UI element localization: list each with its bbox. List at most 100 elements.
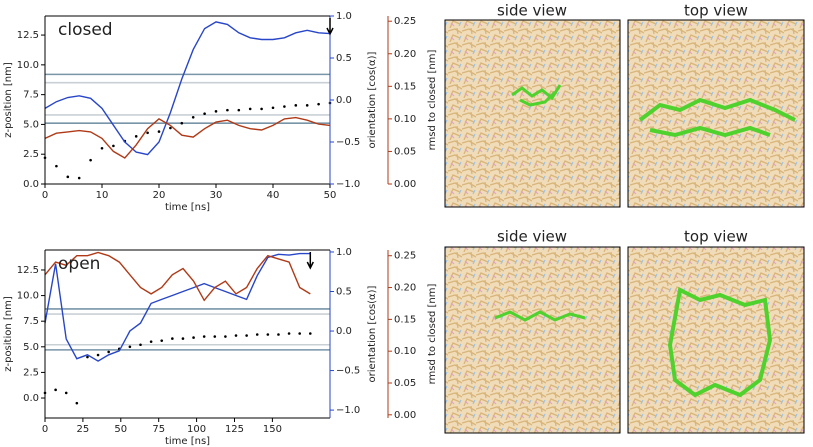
y3-tick-label: 0.00 bbox=[394, 410, 416, 421]
y3-tick-label: 0.05 bbox=[394, 146, 416, 157]
axis-frame bbox=[44, 16, 330, 185]
y2-tick-label: −0.5 bbox=[336, 366, 360, 377]
y3-tick-label: 0.15 bbox=[394, 81, 416, 92]
y2-axis-label: orientation [cos(α)] bbox=[367, 285, 378, 382]
x-tick-label: 40 bbox=[267, 190, 280, 201]
data-point bbox=[192, 336, 195, 339]
y3-tick-label: 0.25 bbox=[394, 16, 416, 27]
y2-tick-label: −0.5 bbox=[336, 137, 360, 148]
data-point bbox=[260, 107, 263, 111]
y3-tick-label: 0.20 bbox=[394, 49, 416, 60]
data-point bbox=[277, 333, 280, 336]
top-view-image bbox=[627, 19, 805, 208]
y-tick-label: 7.5 bbox=[23, 90, 39, 101]
data-point bbox=[96, 353, 100, 357]
data-point bbox=[89, 158, 92, 162]
y-tick-label: 12.5 bbox=[17, 265, 39, 276]
x-axis-label: time [ns] bbox=[165, 202, 210, 213]
data-point bbox=[134, 135, 138, 138]
x-tick-label: 20 bbox=[153, 190, 166, 201]
y3-axis-label: rmsd to closed [nm] bbox=[427, 50, 438, 151]
data-point bbox=[202, 335, 206, 338]
data-point bbox=[157, 130, 161, 133]
y3-axis-label: rmsd to closed [nm] bbox=[427, 284, 438, 385]
chart-title: open bbox=[58, 254, 100, 274]
x-tick-label: 125 bbox=[225, 424, 244, 435]
data-point bbox=[234, 334, 238, 337]
y3-tick-label: 0.25 bbox=[394, 251, 416, 262]
data-point bbox=[128, 345, 132, 349]
chart-title: closed bbox=[58, 20, 113, 40]
side-view-image bbox=[444, 19, 621, 208]
y-tick-label: 0.0 bbox=[23, 179, 39, 190]
y-tick-label: 5.0 bbox=[23, 342, 39, 353]
data-point bbox=[146, 131, 149, 135]
y-axis-label: z-position [nm] bbox=[3, 296, 14, 372]
y2-tick-label: −1.0 bbox=[336, 405, 360, 416]
y-tick-label: 0.0 bbox=[23, 393, 39, 404]
data-point bbox=[171, 337, 174, 340]
data-point bbox=[287, 332, 291, 335]
x-tick-label: 10 bbox=[96, 190, 109, 201]
molecule bbox=[638, 97, 796, 138]
x-tick-label: 150 bbox=[263, 424, 282, 435]
x-tick-label: 25 bbox=[77, 424, 90, 435]
x-axis-label: time [ns] bbox=[165, 436, 210, 447]
images: side view top view side view top view bbox=[444, 2, 805, 434]
molecule bbox=[667, 287, 773, 398]
panel-label: top view bbox=[684, 228, 748, 246]
axis-frame bbox=[44, 250, 330, 419]
data-point bbox=[224, 335, 227, 338]
x-tick-label: 50 bbox=[114, 424, 127, 435]
y-tick-label: 2.5 bbox=[23, 367, 39, 378]
y3-tick-label: 0.15 bbox=[394, 314, 416, 325]
panel-label: side view bbox=[497, 2, 567, 20]
y2-tick-label: −1.0 bbox=[336, 179, 360, 190]
data-point bbox=[64, 391, 68, 395]
x-tick-label: 100 bbox=[187, 424, 206, 435]
x-tick-label: 50 bbox=[324, 190, 337, 201]
data-point bbox=[169, 126, 172, 130]
x-tick-label: 0 bbox=[42, 424, 48, 435]
y-tick-label: 5.0 bbox=[23, 119, 39, 130]
y-tick-label: 10.0 bbox=[17, 60, 39, 71]
data-point bbox=[266, 333, 270, 336]
data-point bbox=[181, 337, 185, 340]
data-point bbox=[283, 105, 286, 108]
data-point bbox=[86, 355, 89, 359]
data-line bbox=[44, 252, 311, 362]
data-point bbox=[226, 108, 229, 112]
y-tick-label: 12.5 bbox=[17, 30, 39, 41]
y2-tick-label: 0.5 bbox=[336, 53, 352, 64]
data-point bbox=[180, 121, 184, 125]
x-tick-label: 0 bbox=[42, 190, 48, 201]
data-point bbox=[203, 112, 206, 116]
data-point bbox=[213, 335, 217, 338]
data-point bbox=[54, 388, 57, 392]
data-point bbox=[191, 115, 195, 119]
top-view-image bbox=[627, 246, 805, 434]
y2-tick-label: 1.0 bbox=[336, 11, 352, 22]
data-point bbox=[100, 146, 104, 150]
y-tick-label: 2.5 bbox=[23, 149, 39, 160]
data-point bbox=[294, 104, 298, 107]
molecule bbox=[494, 310, 586, 322]
data-point bbox=[149, 340, 153, 343]
side-view-image bbox=[444, 246, 621, 434]
data-line bbox=[44, 116, 331, 159]
y2-axis-label: orientation [cos(α)] bbox=[367, 51, 378, 148]
y3-tick-label: 0.05 bbox=[394, 378, 416, 389]
y3-tick-label: 0.00 bbox=[394, 179, 416, 190]
data-point bbox=[107, 350, 110, 354]
y-axis-label: z-position [nm] bbox=[3, 62, 14, 138]
marker-arrow bbox=[306, 252, 314, 270]
y2-tick-label: 1.0 bbox=[336, 247, 352, 258]
y2-tick-label: 0.5 bbox=[336, 287, 352, 298]
data-point bbox=[214, 110, 218, 113]
y3-tick-label: 0.10 bbox=[394, 346, 416, 357]
data-point bbox=[237, 108, 241, 112]
panel-label: top view bbox=[684, 2, 748, 20]
y2-tick-label: 0.0 bbox=[336, 326, 352, 337]
data-point bbox=[248, 107, 252, 111]
